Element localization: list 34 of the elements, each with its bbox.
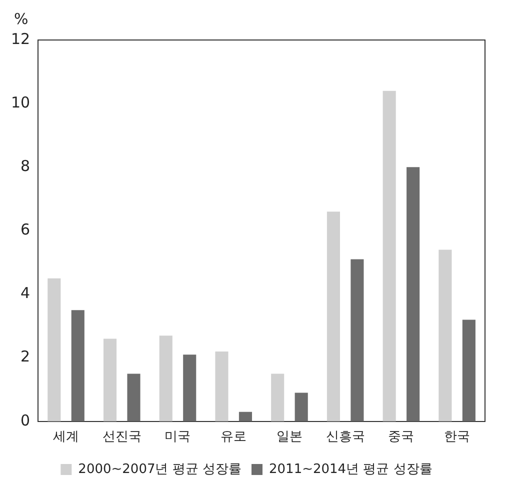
bar [127,374,140,422]
bar [271,374,284,422]
x-tick-label: 선진국 [102,430,142,445]
x-tick-label: 중국 [388,430,414,445]
x-tick-label: 한국 [444,430,470,445]
x-tick-label: 일본 [276,430,302,445]
bar [103,338,117,422]
x-tick-label: 미국 [164,430,191,445]
legend-label: 2000~2007년 평균 성장률 [78,462,242,477]
x-tick-label: 세계 [53,430,80,445]
bar [350,259,364,422]
bar [71,310,84,422]
bar [294,392,308,422]
bar [215,351,228,422]
legend-label: 2011~2014년 평균 성장률 [269,462,432,477]
bar [238,412,252,422]
bar [438,250,452,422]
bar [462,320,476,422]
y-tick-label: 0 [20,411,30,430]
bar [48,278,61,422]
y-tick-label: 6 [20,220,30,239]
y-tick-label: 4 [20,284,30,302]
bar [382,90,396,422]
x-tick-label: 유로 [220,430,247,445]
y-tick-label: 10 [10,93,30,112]
y-tick-label: 2 [20,348,30,366]
bar [406,167,420,422]
y-axis-title: % [14,10,28,28]
bar [183,354,196,422]
y-tick-label: 8 [20,157,30,176]
y-tick-label: 12 [10,30,30,48]
bar [326,212,340,422]
bar [159,336,172,422]
x-tick-label: 신흥국 [326,430,365,445]
